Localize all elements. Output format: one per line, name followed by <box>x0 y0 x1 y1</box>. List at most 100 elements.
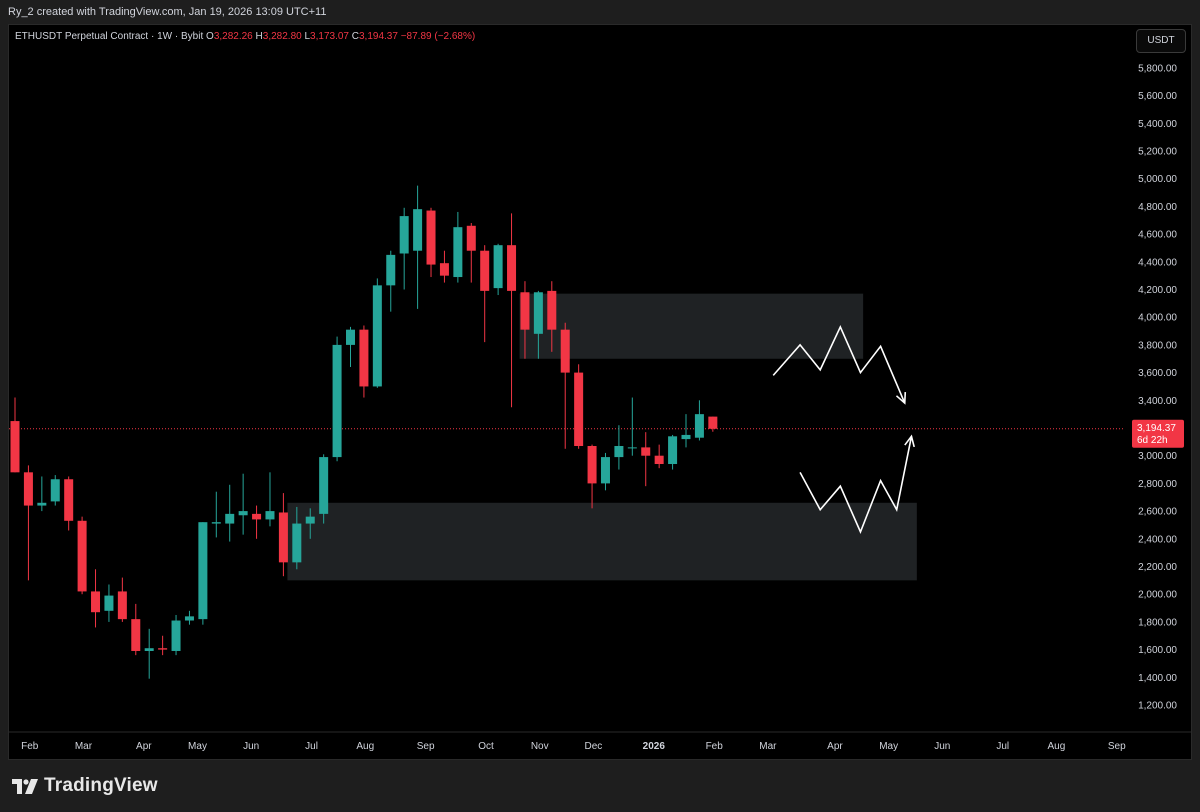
bearish-candle <box>520 292 530 330</box>
bullish-candle <box>184 616 194 621</box>
bearish-candle <box>158 648 168 650</box>
time-tick-label: Jul <box>996 741 1009 752</box>
bullish-candle <box>211 522 221 524</box>
bullish-candle <box>346 329 355 345</box>
price-tick-label: 5,200.00 <box>1138 147 1177 158</box>
bullish-candle <box>50 479 60 502</box>
bullish-candle <box>600 457 610 484</box>
bullish-candle <box>305 516 315 524</box>
price-tick-label: 2,600.00 <box>1138 507 1177 518</box>
bearish-candle <box>547 290 557 330</box>
price-chart[interactable]: 1,200.00 1,400.00 1,600.00 1,800.00 2,000.00… <box>9 25 1191 759</box>
bullish-candle <box>104 595 114 611</box>
bullish-candle <box>225 513 235 524</box>
price-tick-label: 3,400.00 <box>1138 396 1177 407</box>
legend-open-value: 3,282.26 <box>213 31 253 42</box>
last-price-label: 3,194.37 <box>1137 423 1176 434</box>
currency-button[interactable]: USDT <box>1136 29 1186 53</box>
bullish-candle <box>399 216 409 254</box>
bearish-candle <box>654 455 664 465</box>
price-tick-label: 4,800.00 <box>1138 202 1177 213</box>
lower-path-projection <box>799 436 913 534</box>
tradingview-logo-text: TradingView <box>44 775 158 796</box>
bullish-candle <box>627 447 637 449</box>
tradingview-logo[interactable]: TradingView <box>12 772 158 800</box>
bullish-candle <box>453 227 463 278</box>
price-tick-label: 3,600.00 <box>1138 368 1177 379</box>
price-tick-label: 3,800.00 <box>1138 340 1177 351</box>
price-tick-label: 5,600.00 <box>1138 91 1177 102</box>
bearish-candle <box>574 372 584 447</box>
bullish-candle <box>319 457 329 514</box>
bullish-candle <box>533 292 543 334</box>
bearish-candle <box>708 416 718 429</box>
bearish-candle <box>252 513 262 520</box>
time-tick-label: Jun <box>243 741 259 752</box>
supply-zone <box>519 293 864 359</box>
time-tick-label: Oct <box>478 741 494 752</box>
price-tick-label: 5,400.00 <box>1138 119 1177 130</box>
demand-zone <box>287 502 917 581</box>
time-tick-label: Nov <box>531 741 549 752</box>
bearish-candle <box>131 619 141 651</box>
bearish-candle <box>64 479 74 521</box>
time-tick-label: Aug <box>356 741 374 752</box>
bearish-candle <box>91 591 101 613</box>
price-tick-label: 4,400.00 <box>1138 257 1177 268</box>
price-tick-label: 4,600.00 <box>1138 230 1177 241</box>
bullish-candle <box>198 522 208 620</box>
legend-separator-dot: · <box>150 31 155 42</box>
time-tick-label: Aug <box>1047 741 1065 752</box>
bearish-candle <box>587 446 597 484</box>
bullish-candle <box>681 434 691 440</box>
time-tick-label: Apr <box>136 741 152 752</box>
upper-path-arrowhead <box>895 392 907 405</box>
price-tick-label: 5,000.00 <box>1138 174 1177 185</box>
legend-high-label: H <box>255 31 263 42</box>
bullish-candle <box>413 209 423 251</box>
time-tick-label: May <box>879 741 898 752</box>
price-tick-label: 4,000.00 <box>1138 313 1177 324</box>
bullish-candle <box>238 511 248 516</box>
legend-close-value: 3,194.37 <box>359 31 398 42</box>
price-tick-label: 1,800.00 <box>1138 617 1177 628</box>
time-tick-label: Jun <box>934 741 950 752</box>
chart-credit: Ry_2 created with TradingView.com, Jan 1… <box>0 0 1200 24</box>
legend-exchange: Bybit <box>181 31 204 42</box>
bearish-candle <box>77 520 87 592</box>
price-tick-label: 2,400.00 <box>1138 534 1177 545</box>
price-tick-label: 2,200.00 <box>1138 562 1177 573</box>
tradingview-logo-icon <box>12 778 38 794</box>
bearish-candle <box>480 250 490 291</box>
symbol-legend: ETHUSDT Perpetual Contract · 1W · Bybit … <box>15 31 475 42</box>
time-tick-label: Dec <box>585 741 603 752</box>
price-tick-label: 3,000.00 <box>1138 451 1177 462</box>
legend-high-value: 3,282.80 <box>262 31 302 42</box>
bullish-candle <box>386 254 396 286</box>
price-tick-label: 5,800.00 <box>1138 63 1177 74</box>
legend-low-value: 3,173.07 <box>310 31 349 42</box>
bearish-candle <box>359 329 369 387</box>
bullish-candle <box>265 511 275 520</box>
time-tick-label: Feb <box>706 741 724 752</box>
price-tick-label: 1,400.00 <box>1138 673 1177 684</box>
price-tick-label: 2,000.00 <box>1138 590 1177 601</box>
bearish-candle <box>23 472 33 506</box>
time-tick-label: 2026 <box>643 741 666 752</box>
legend-change-value: −87.89 (−2.68%) <box>400 31 476 42</box>
price-tick-label: 1,600.00 <box>1138 645 1177 656</box>
time-tick-label: Mar <box>759 741 777 752</box>
chart-panel[interactable]: 1,200.00 1,400.00 1,600.00 1,800.00 2,000.00… <box>8 24 1192 760</box>
legend-symbol[interactable]: ETHUSDT Perpetual Contract <box>15 31 149 42</box>
bullish-candle <box>37 502 47 506</box>
time-tick-label: Sep <box>417 741 435 752</box>
bearish-candle <box>117 591 127 620</box>
bar-countdown-label: 6d 22h <box>1137 435 1168 446</box>
legend-timeframe[interactable]: 1W <box>157 31 173 42</box>
last-price-badge <box>1132 419 1184 448</box>
price-tick-label: 2,800.00 <box>1138 479 1177 490</box>
bearish-candle <box>439 263 449 276</box>
time-tick-label: Jul <box>305 741 318 752</box>
bullish-candle <box>372 285 382 387</box>
legend-close-label: C <box>351 31 359 42</box>
